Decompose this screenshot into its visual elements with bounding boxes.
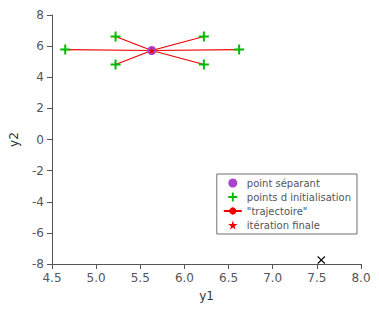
svg-text:4: 4 [36,70,44,84]
svg-text:-8: -8 [32,257,44,271]
svg-text:-2: -2 [32,164,44,178]
svg-text:5.5: 5.5 [131,271,150,285]
svg-text:2: 2 [36,101,44,115]
svg-text:-6: -6 [32,226,44,240]
svg-text:itération finale: itération finale [247,220,320,231]
svg-text:4.5: 4.5 [42,271,61,285]
svg-text:point séparant: point séparant [247,178,320,189]
svg-text:7.0: 7.0 [263,271,282,285]
svg-text:6: 6 [36,39,44,53]
svg-text:-4: -4 [32,195,44,209]
svg-text:5.0: 5.0 [87,271,106,285]
svg-text:points d initialisation: points d initialisation [247,192,351,203]
svg-text:"trajectoire": "trajectoire" [247,206,308,217]
svg-text:8.0: 8.0 [351,271,370,285]
svg-text:0: 0 [36,133,44,147]
svg-text:6.5: 6.5 [219,271,238,285]
svg-text:8: 8 [36,8,44,22]
svg-text:6.0: 6.0 [175,271,194,285]
svg-text:y2: y2 [7,132,21,147]
svg-text:7.5: 7.5 [307,271,326,285]
svg-text:y1: y1 [199,289,214,303]
